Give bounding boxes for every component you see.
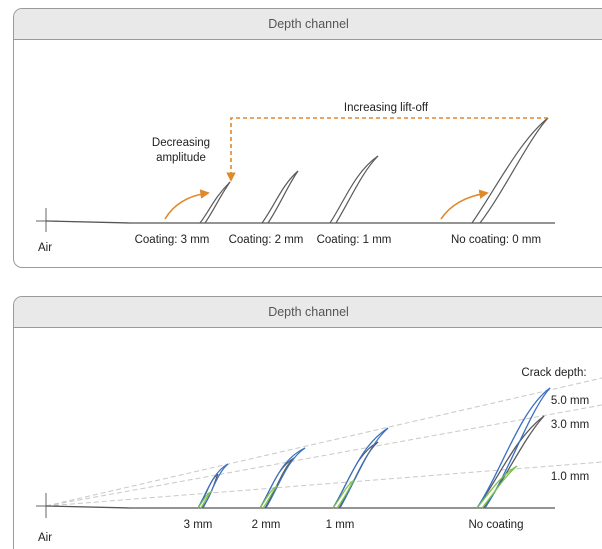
top-amplitude-arrow-right [440, 189, 489, 220]
top-origin-cross [36, 208, 58, 232]
bottom-panel-title: Depth channel [14, 297, 602, 328]
bottom-trace-0mm [476, 387, 551, 509]
top-air-label: Air [38, 242, 52, 254]
crack-depth-title: Crack depth: [521, 367, 586, 379]
bottom-trace-label-3mm: 3 mm [184, 519, 213, 531]
top-panel: Depth channel [13, 8, 602, 268]
top-trace-label-1mm: Coating: 1 mm [317, 234, 392, 246]
top-amplitude-label-2: amplitude [156, 152, 206, 164]
bottom-trace-label-2mm: 2 mm [252, 519, 281, 531]
top-trace-label-2mm: Coating: 2 mm [229, 234, 304, 246]
top-trace-2mm [261, 170, 299, 224]
top-lift-off-label: Increasing lift-off [344, 102, 429, 114]
top-baseline [45, 220, 555, 224]
top-trace-3mm [199, 181, 231, 224]
top-lift-off-arrow [226, 117, 548, 182]
bottom-trace-2mm [259, 447, 306, 509]
crack-depth-1mm: 1.0 mm [551, 471, 589, 483]
bottom-trace-1mm [332, 427, 389, 509]
crack-depth-5mm: 5.0 mm [551, 395, 589, 407]
bottom-trace-label-1mm: 1 mm [326, 519, 355, 531]
bottom-trace-3mm [197, 463, 229, 509]
top-trace-label-0mm: No coating: 0 mm [451, 234, 541, 246]
top-trace-0mm [471, 117, 549, 224]
top-amplitude-label-1: Decreasing [152, 137, 210, 149]
bottom-baseline [45, 505, 555, 509]
top-panel-title: Depth channel [14, 9, 602, 40]
bottom-guide-lines [45, 377, 602, 507]
top-trace-1mm [329, 155, 379, 224]
bottom-trace-label-0mm: No coating [469, 519, 524, 531]
crack-depth-3mm: 3.0 mm [551, 419, 589, 431]
top-amplitude-arrow-left [164, 189, 210, 220]
bottom-air-label: Air [38, 532, 52, 544]
top-trace-label-3mm: Coating: 3 mm [135, 234, 210, 246]
